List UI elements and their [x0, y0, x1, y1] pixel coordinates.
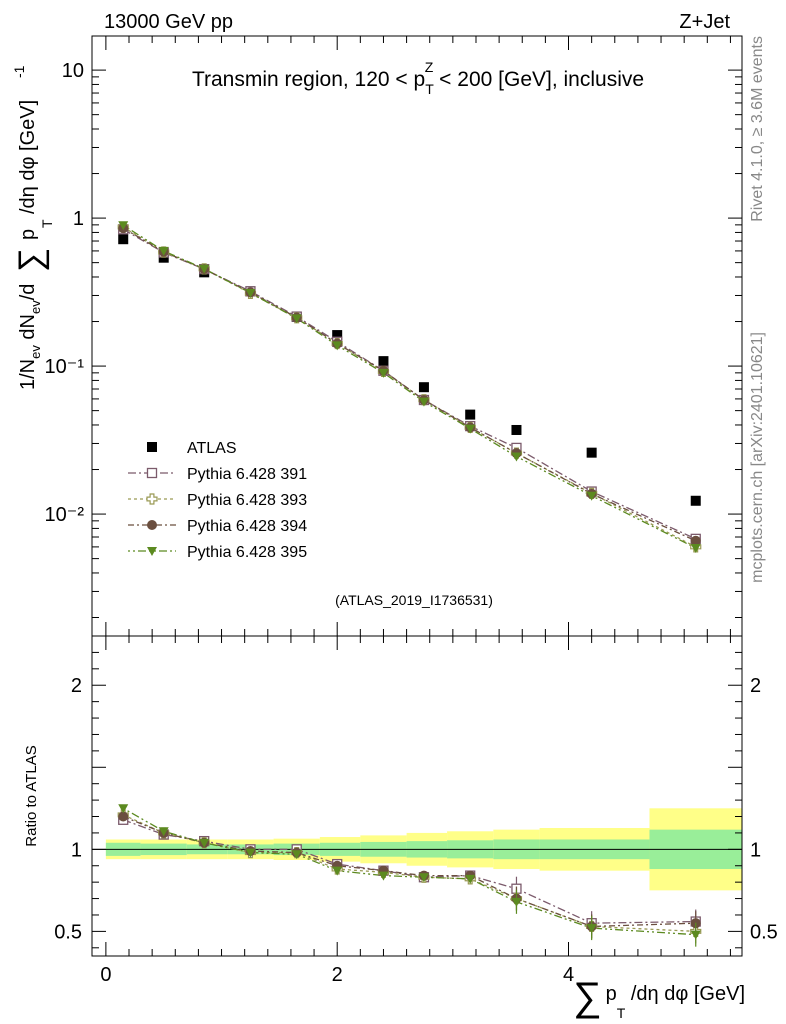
ratio-y-axis: 0.5 0.5 1 1 2 2: [54, 651, 778, 949]
ratio-point-p395-2: [199, 838, 210, 848]
legend-label-p393: Pythia 6.428 393: [187, 492, 307, 509]
ratio-xlabel-p: p: [606, 983, 617, 1005]
ratio-xlabel-rest: /dη dφ [GeV]: [625, 983, 745, 1005]
ratio-xtick-label-1: 2: [332, 964, 343, 986]
ratio-point-p395-3: [245, 848, 256, 858]
legend-marker-p391: [146, 467, 158, 479]
ratio-xtick-label-0: 0: [100, 964, 111, 986]
header-right: Z+Jet: [679, 11, 730, 33]
main-point-data-7: [418, 382, 429, 393]
main-watermark: (ATLAS_2019_I1736531): [335, 592, 493, 608]
main-point-data-10: [586, 447, 597, 458]
ratio-xlabel-sub: T: [617, 1005, 626, 1021]
main-title-sub: T: [425, 81, 434, 97]
main-point-p395-4: [291, 314, 302, 324]
ratio-point-p395-4: [291, 850, 302, 860]
ratio-ytick-label-right-2: 2: [750, 675, 761, 697]
main-title-a: Transmin region, 120 < p: [192, 68, 425, 91]
main-point-p395-11: [690, 543, 701, 553]
main-point-p395-7: [418, 397, 429, 407]
main-point-p395-9: [511, 452, 522, 462]
main-point-p394-11: [690, 535, 701, 546]
ratio-xlabel: ∑ pT /dη dφ [GeV]: [573, 975, 745, 1021]
main-line-p395: [122, 224, 697, 549]
ratio-ytick-label-0: 0.5: [54, 921, 82, 943]
ratio-line-p395: [122, 807, 696, 936]
ratio-ytick-label-1: 1: [71, 839, 82, 861]
main-point-p395-5: [332, 341, 343, 351]
ratio-xtick-label-2: 4: [563, 964, 574, 986]
legend-label-data: ATLAS: [187, 440, 237, 457]
main-point-p395-2: [199, 264, 210, 274]
main-ylabel-pt-sub: T: [39, 219, 55, 228]
legend-marker-p393: [146, 493, 158, 505]
ratio-ytick-label-right-0: 0.5: [750, 921, 778, 943]
main-point-data-9: [511, 424, 522, 435]
ratio-point-p395-10: [586, 924, 597, 934]
ratio-point-p395-5: [332, 866, 343, 876]
ratio-ytick-label-2: 2: [71, 675, 82, 697]
ratio-point-p395-6: [378, 871, 389, 881]
main-ylabel-exp: -1: [11, 65, 27, 78]
main-point-p395-10: [586, 491, 597, 501]
ratio-point-p395-9: [511, 897, 522, 907]
ratio-x-axis: 0 2 4: [100, 636, 731, 986]
main-point-data-11: [690, 495, 701, 506]
main-title-sup: Z: [425, 59, 434, 75]
main-point-data-0: [118, 234, 129, 245]
ratio-point-p395-0: [118, 804, 129, 814]
main-ylabel-rest: /dη dφ [GeV]: [17, 100, 39, 214]
main-title: Transmin region, 120 < pTZ < 200 [GeV], …: [192, 59, 644, 97]
main-point-p395-1: [158, 246, 169, 256]
main-ylabel-prefix: 1/Nev dNev/d: [17, 284, 43, 390]
mcplots-label: mcplots.cern.ch [arXiv:2401.10621]: [749, 332, 766, 583]
main-ylabel-p: p: [17, 229, 39, 240]
main-ylabel: 1/Nev dNev/d ∑ p T /dη dφ [GeV] -1: [11, 65, 55, 390]
main-ytick-label-1: 1: [73, 208, 84, 230]
legend: ATLAS Pythia 6.428 391 Pythia 6.428 393 Pyt…: [128, 440, 307, 561]
main-point-p395-8: [465, 424, 476, 434]
legend-label-p395: Pythia 6.428 395: [187, 544, 307, 561]
main-title-b: < 200 [GeV], inclusive: [433, 68, 644, 91]
legend-label-p394: Pythia 6.428 394: [187, 518, 307, 535]
main-point-data-5: [332, 330, 343, 341]
main-point-data-6: [378, 356, 389, 367]
ratio-xlabel-sum: ∑: [573, 975, 602, 1019]
main-ylabel-sum: ∑: [12, 248, 50, 272]
main-ytick-label-2: 10⁻¹: [45, 356, 85, 378]
legend-label-p391: Pythia 6.428 391: [187, 466, 307, 483]
main-y-axis: 10 1 10⁻¹ 10⁻²: [45, 36, 742, 636]
ratio-line-p391: [123, 819, 696, 924]
legend-marker-data: [147, 442, 157, 452]
main-panel: (ATLAS_2019_I1736531) Transmin region, 1…: [11, 35, 743, 637]
main-ytick-label-3: 10⁻²: [45, 504, 85, 526]
main-point-p395-3: [245, 288, 256, 298]
main-point-p395-0: [118, 221, 129, 231]
ratio-line-p393: [122, 814, 696, 933]
ratio-point-p395-1: [158, 827, 169, 837]
ratio-frame: [91, 635, 743, 957]
main-ytick-label-0: 10: [62, 60, 84, 82]
ratio-ylabel: Ratio to ATLAS: [23, 745, 40, 846]
main-line-p394: [122, 227, 697, 542]
ratio-point-p395-7: [418, 873, 429, 883]
main-point-data-8: [465, 409, 476, 420]
legend-marker-p395: [147, 547, 157, 556]
ratio-point-p394-0: [118, 811, 129, 822]
ratio-ytick-label-right-1: 1: [750, 839, 761, 861]
ratio-panel: 0.5 0.5 1 1 2 2 0 2 4 Ratio to ATLAS ∑ pT /dη dφ…: [23, 635, 778, 1021]
rivet-label: Rivet 4.1.0, ≥ 3.6M events: [749, 36, 766, 222]
ratio-point-p395-8: [465, 874, 476, 884]
main-point-p395-6: [378, 368, 389, 378]
ratio-point-p395-11: [690, 930, 701, 940]
legend-marker-p394: [147, 520, 157, 530]
header-left: 13000 GeV pp: [104, 11, 233, 33]
